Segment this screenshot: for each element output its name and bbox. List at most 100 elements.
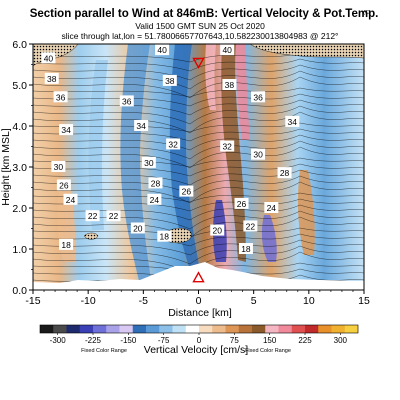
theta-contour-line <box>33 262 364 273</box>
colorbar-swatch <box>199 325 213 333</box>
theta-label-bg <box>51 161 66 172</box>
chart-subtitle-slice: slice through lat,lon = 51.7800665770764… <box>62 31 339 41</box>
chart-title: Section parallel to Wind at 846mB: Verti… <box>30 8 379 20</box>
x-tick-label: -10 <box>81 295 96 307</box>
theta-contour-line <box>33 239 364 256</box>
colorbar-swatch <box>159 325 173 333</box>
theta-label: 38 <box>47 74 57 84</box>
velocity-band <box>297 170 315 255</box>
theta-label: 18 <box>61 240 71 250</box>
dotted-region-low-left <box>83 232 99 240</box>
dotted-region-top-right <box>249 44 364 59</box>
theta-label: 28 <box>280 168 290 178</box>
theta-label-bg <box>162 74 177 86</box>
theta-label-bg <box>59 238 74 250</box>
theta-label-bg <box>222 79 237 90</box>
theta-label-bg <box>166 138 181 150</box>
theta-label-bg <box>157 230 172 242</box>
plot-area: 40 38 36 34 30 26 24 22 22 18 36 34 30 28 24 20 18 32 26 40… <box>33 44 364 290</box>
colorbar-swatch <box>185 325 200 333</box>
colorbar-tick-label: 0 <box>197 336 202 345</box>
colorbar-tick-label: 300 <box>334 336 348 345</box>
theta-contour-line <box>33 233 364 247</box>
colorbar-label: Vertical Velocity [cm/s] <box>144 344 249 356</box>
theta-label-bg <box>285 115 300 127</box>
colorbar-swatch <box>53 325 67 333</box>
theta-contour-line <box>33 70 364 90</box>
y-tick-label: 6.0 <box>12 39 27 51</box>
theta-label-bg <box>53 91 68 103</box>
theta-label: 36 <box>56 92 66 102</box>
theta-label: 34 <box>61 125 71 135</box>
y-tick-label: 1.0 <box>12 244 27 256</box>
theta-contour-line <box>33 99 364 116</box>
theta-label-bg <box>264 202 279 213</box>
colorbar-tick-label: 225 <box>298 336 312 345</box>
colorbar-tick-label: 150 <box>263 336 277 345</box>
colorbar-swatch <box>331 325 346 333</box>
theta-label-bg <box>44 72 59 84</box>
colorbar-tick-label: 75 <box>230 336 239 345</box>
colorbar-swatch <box>40 325 54 333</box>
theta-contour-line <box>33 146 364 169</box>
terrain <box>33 262 364 290</box>
theta-label-bg <box>155 44 170 56</box>
x-tick-label: 10 <box>303 295 315 307</box>
theta-label: 40 <box>157 45 167 55</box>
theta-label-bg <box>106 210 121 222</box>
x-tick-label: 15 <box>358 295 370 307</box>
theta-label-bg <box>251 91 266 103</box>
colorbar-swatch <box>344 325 359 333</box>
theta-contour-line <box>33 245 364 265</box>
theta-label: 28 <box>151 178 161 188</box>
theta-contour-line <box>33 210 364 230</box>
theta-contour-line <box>33 175 364 195</box>
theta-label: 24 <box>267 203 277 213</box>
theta-contour-line <box>33 111 364 134</box>
theta-contour-line <box>33 58 364 72</box>
theta-contour-line <box>33 216 364 239</box>
theta-label-bg <box>243 220 258 232</box>
colorbar-note-right: Fixed Color Range <box>245 348 291 354</box>
velocity-band <box>88 60 108 230</box>
theta-label: 22 <box>246 221 256 231</box>
colorbar-swatch <box>146 325 160 333</box>
theta-label-bg <box>179 185 194 197</box>
theta-contour-line <box>33 169 364 186</box>
theta-label: 36 <box>122 96 132 106</box>
theta-label-bg <box>220 140 235 152</box>
theta-label: 22 <box>109 211 119 221</box>
colorbar-swatch <box>305 325 319 333</box>
colorbar-swatch <box>265 325 279 333</box>
colorbar-tick-label: -150 <box>120 336 137 345</box>
theta-label: 24 <box>66 195 76 205</box>
theta-contour-line <box>33 87 364 98</box>
colorbar-swatch <box>291 325 306 333</box>
colorbar-swatch <box>238 325 253 333</box>
theta-contour-line <box>33 192 364 203</box>
theta-contour-line <box>33 181 364 204</box>
velocity-band <box>236 44 250 140</box>
theta-label-bg <box>220 44 235 56</box>
theta-label-bg <box>56 179 71 191</box>
theta-label: 26 <box>182 187 192 197</box>
colorbar-tick-label: -75 <box>158 336 170 345</box>
theta-labels: 40 38 36 34 30 26 24 22 22 18 36 34 30 28 24 20 18 32 26 40… <box>41 44 300 254</box>
colorbar-swatch <box>119 325 134 333</box>
colorbar-swatch <box>79 325 94 333</box>
theta-label-bg <box>238 243 253 254</box>
colorbar-swatch <box>172 325 187 333</box>
x-tick-label: -15 <box>25 295 40 307</box>
colorbar: -300 -225 -150 -75 0 75 150 225 300 <box>39 324 359 345</box>
colorbar-swatch <box>252 325 266 333</box>
colorbar-swatch <box>225 325 240 333</box>
theta-contour-line <box>33 198 364 212</box>
theta-label: 26 <box>59 180 69 190</box>
theta-contour-line <box>33 93 364 107</box>
theta-contour-line <box>33 204 364 221</box>
theta-label-bg <box>234 197 249 209</box>
theta-label-bg <box>210 224 225 236</box>
chart-subtitle-valid: Valid 1500 GMT SUN 25 Oct 2020 <box>135 21 265 31</box>
theta-contour-line <box>33 105 364 125</box>
theta-contour-line <box>33 227 364 238</box>
